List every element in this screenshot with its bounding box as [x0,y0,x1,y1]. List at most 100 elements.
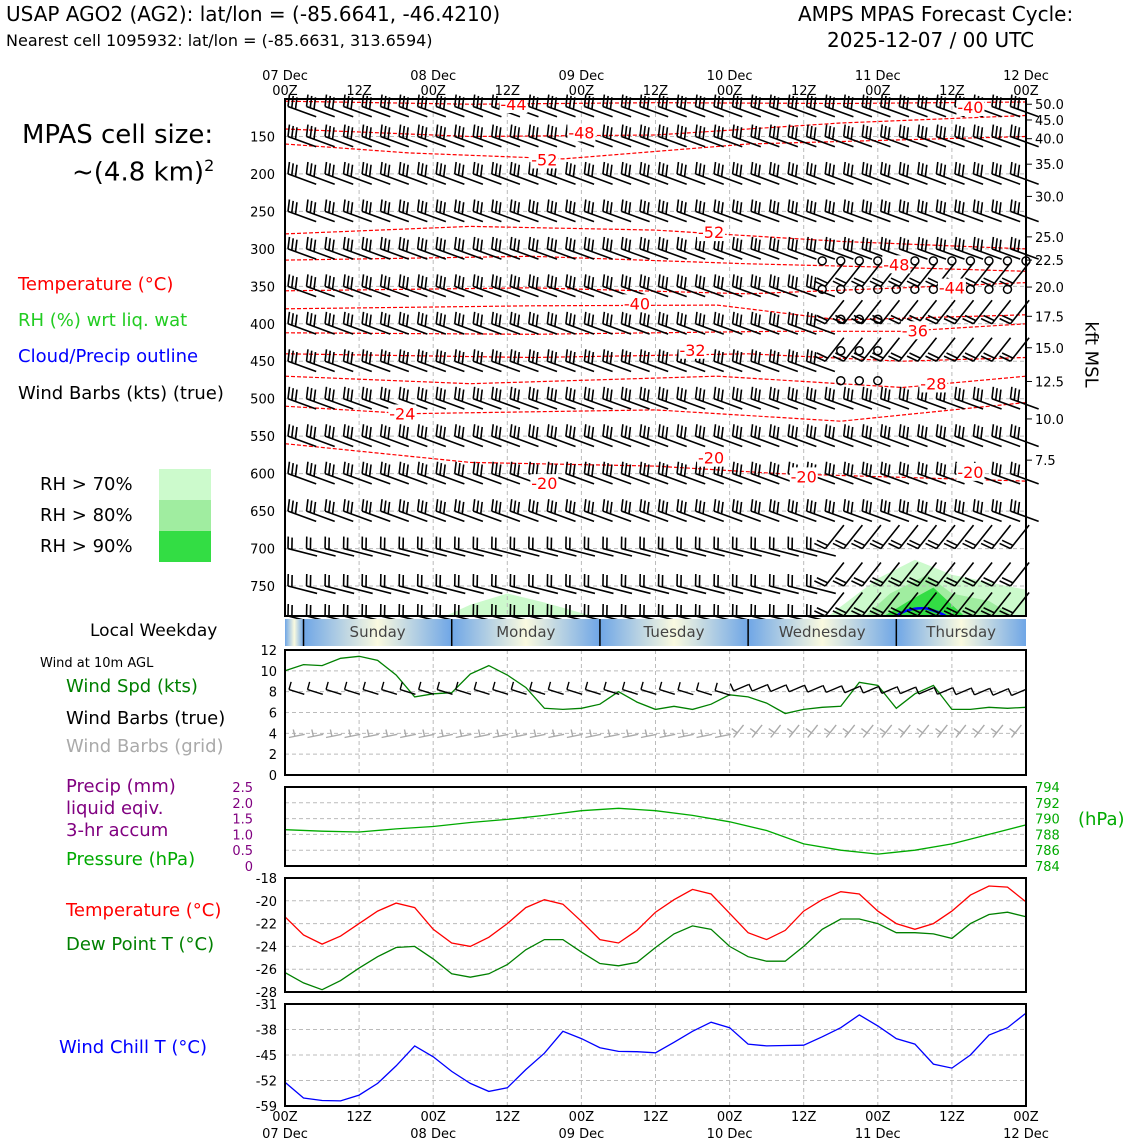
wind-barb-flag [587,95,591,108]
wind-barb-flag [476,275,480,288]
wind-barb [398,173,428,185]
wind-barb-flag [994,163,998,176]
y-tick-label: 4 [269,727,277,742]
wind-barb-flag [717,313,721,326]
wind-barb-flag [620,311,624,324]
wind-barb-flag [398,424,402,437]
wind-barb-flag [513,275,517,288]
wind-barb-flag [368,239,372,252]
wind-barb-flag [698,200,702,213]
wind-barb-flag [794,164,798,177]
wind-barb-flag [676,94,680,107]
wind-barb-flag [509,499,513,512]
wind-barb [435,105,465,118]
nearest-cell-line: Nearest cell 1095932: lat/lon = (-85.663… [6,31,433,50]
wind-barb-flag [290,163,294,176]
wind-barb-flag [872,277,884,284]
wind-barb [602,323,632,335]
wind-barb-flag [890,607,903,614]
wind-barb-flag [535,389,539,402]
wind-barb-flag [683,127,687,140]
wind-barb-flag [309,275,313,288]
wind-barb-flag [628,239,632,252]
wind-barb-flag [816,352,829,359]
wind-barb-flag [498,501,502,514]
wind-barb-flag [287,349,291,362]
wind-barb-flag [828,238,832,251]
pressure-tick-label: 200 [250,168,275,183]
wind-barb-flag [998,127,1002,140]
wind-barb-flag [328,95,332,108]
wind-barb-flag [720,351,724,365]
wind-barb [972,262,993,287]
precip-tick-label: 2.5 [232,781,253,796]
wind-barb [750,323,780,335]
wind-barb [695,547,725,557]
wind-barb-flag [646,314,650,327]
wind-barb-flag [309,388,313,401]
wind-barb-flag [805,161,809,175]
wind-barb-flag [554,202,558,215]
wind-barb [824,435,854,448]
kft-tick-label: 35.0 [1035,158,1064,173]
wind-barb-flag [731,311,735,324]
wind-barb-flag [439,238,443,251]
wind-barb-flag [1009,499,1013,512]
local-weekday-label: Local Weekday [90,621,218,641]
wind-barb-flag [713,499,717,512]
temperature-contour-label: -48 [568,123,594,142]
wind-barb-flag [906,202,910,215]
wind-barb-flag [842,199,846,212]
wind-barb [732,135,762,148]
wind-barb-flag [809,275,813,288]
wind-barb-grid [844,724,856,738]
wind-barb-flag [311,729,315,737]
pressure-tick-label: 400 [250,318,275,333]
wind-barb-flag [509,311,513,324]
wind-barb-flag [509,274,513,287]
wind-barb-true [622,688,638,695]
wind-barb-flag [731,386,735,399]
wind-barb-flag [991,199,995,212]
wind-barb-flag [416,499,420,512]
wind-barb [787,173,817,185]
temperature-contour-label: -20 [791,467,817,486]
wind-barb [510,135,539,148]
wind-barb-flag [898,236,902,249]
wind-barb-true [399,688,416,695]
bottom-time-tick: 12Z [495,1110,521,1125]
wind-barb [454,135,484,148]
wind-barb [824,105,854,118]
wind-barb-flag [925,542,937,550]
wind-barb-flag [828,125,832,138]
wind-barb [510,360,539,373]
wind-barb-flag [602,274,606,287]
wind-barb-flag [880,461,884,474]
wind-barb [454,285,484,298]
wind-barb-flag [754,500,758,513]
wind-barb-flag [424,389,428,402]
wind-barb-flag [361,94,365,107]
wind-barb-grid [751,724,763,738]
wind-barb-flag [453,124,457,137]
wind-barb [435,285,465,298]
wind-barb-flag [735,125,739,138]
wind-barb [435,435,465,448]
wind-barb-flag [494,313,498,326]
wind-barb [547,397,576,410]
wind-barb-flag [658,681,663,690]
wind-barb-flag [954,124,958,137]
wind-barb-flag [346,500,350,513]
wind-barb-flag [991,161,995,175]
wind-barb-flag [368,277,372,290]
wind-barb-flag [305,386,309,399]
wind-barb [658,105,687,118]
wind-barb [880,592,901,617]
wind-barb-flag [624,275,628,288]
wind-barb-flag [583,349,587,362]
wind-barb-flag [679,500,684,513]
wind-barb [899,105,928,118]
wind-barb [806,210,836,223]
wind-barb-flag [816,607,829,614]
